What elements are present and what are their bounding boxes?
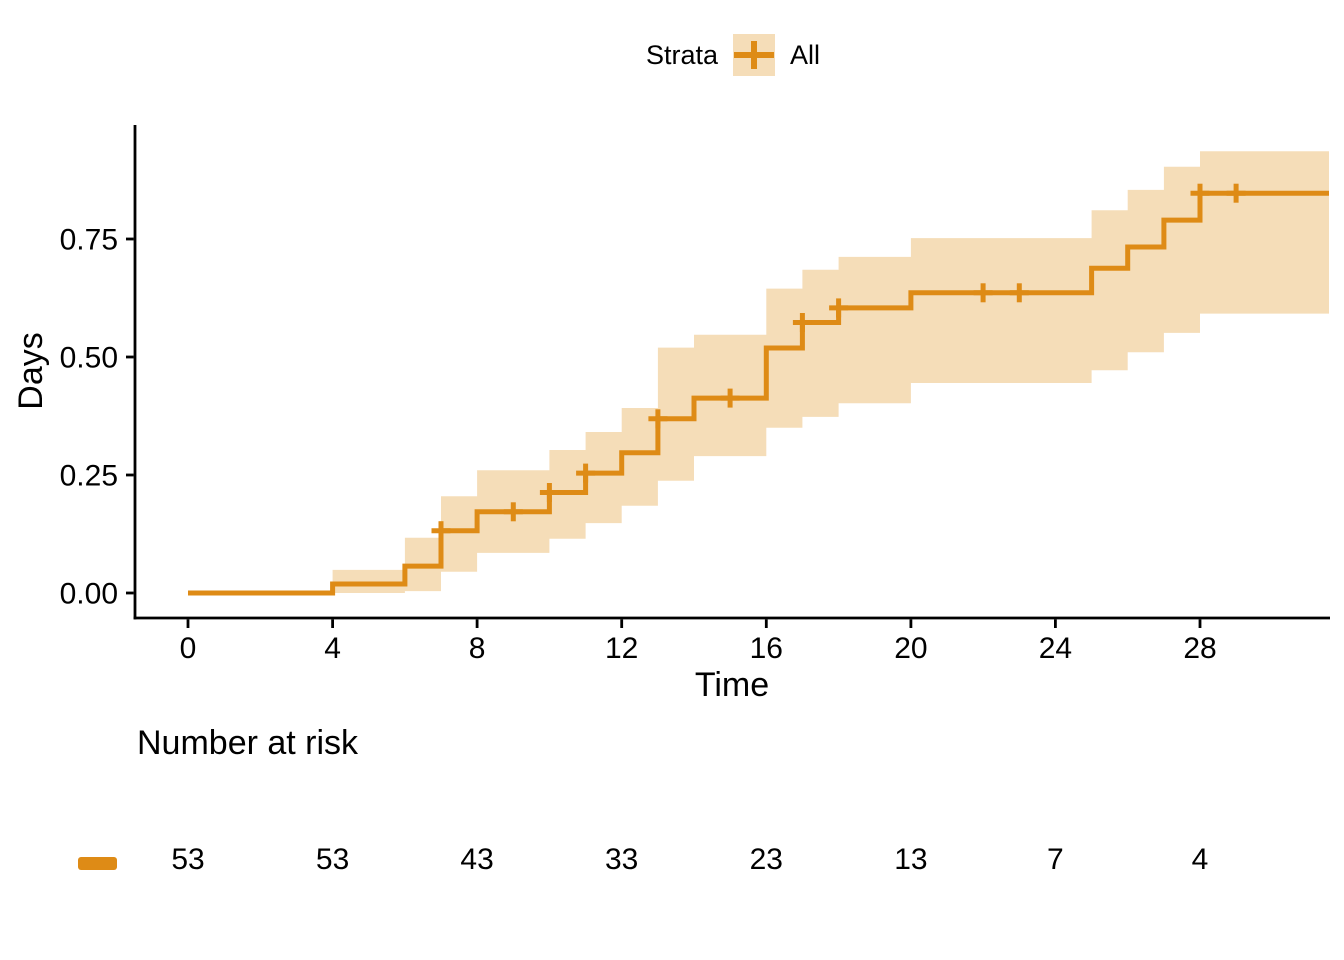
- risk-count: 23: [749, 843, 783, 876]
- risk-count: 43: [460, 843, 494, 876]
- risk-count: 53: [315, 843, 350, 876]
- censor-plus-icon: [751, 41, 758, 69]
- legend-key-swatch: [733, 34, 776, 76]
- y-tick-label: 0.00: [60, 578, 118, 611]
- x-tick-label: 28: [1183, 632, 1216, 665]
- x-tick-label: 12: [605, 632, 638, 665]
- x-tick-label: 4: [324, 632, 341, 665]
- confidence-band-area: [332, 151, 1330, 593]
- legend-title: Strata: [645, 39, 719, 70]
- risk-count: 33: [605, 843, 639, 876]
- x-axis-title: Time: [695, 666, 769, 704]
- risk-count: 53: [171, 843, 205, 876]
- risk-count: 7: [1047, 843, 1064, 876]
- risk-table-title: Number at risk: [137, 724, 359, 762]
- risk-strata-swatch: [78, 857, 117, 870]
- x-tick-label: 16: [750, 632, 783, 665]
- x-tick-label: 20: [894, 632, 927, 665]
- y-tick-label: 0.25: [60, 460, 118, 493]
- risk-count: 13: [894, 843, 928, 876]
- x-tick-label: 8: [469, 632, 486, 665]
- tick-labels: 0 4 8 12 16 20 24 28 0.00 0.25 0.50 0.75: [60, 224, 1217, 666]
- censor-marks: [431, 183, 1246, 541]
- axes: [126, 125, 1330, 628]
- x-tick-label: 24: [1039, 632, 1072, 665]
- y-axis-title: Days: [12, 332, 50, 409]
- legend-item-all: All: [790, 39, 821, 70]
- risk-count: 4: [1191, 843, 1209, 876]
- legend: Strata All: [135, 32, 1331, 78]
- confidence-band: [332, 151, 1330, 593]
- x-tick-label: 0: [180, 632, 197, 665]
- y-tick-label: 0.50: [60, 342, 118, 375]
- y-tick-label: 0.75: [60, 224, 118, 257]
